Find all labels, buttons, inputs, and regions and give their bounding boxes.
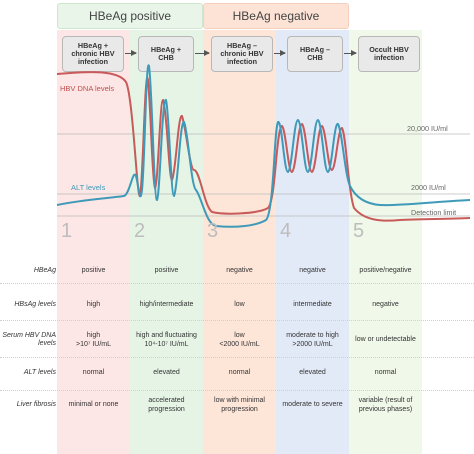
phase-number-3: 3 [207, 220, 219, 242]
phase-5-column [349, 30, 422, 454]
phase-number-4: 4 [280, 220, 292, 242]
row-label-hbeag: HBeAg [33, 267, 56, 274]
cell-dna-4: moderate to high >2000 IU/mL [286, 332, 339, 348]
phase-box-5: Occult HBV infection [358, 36, 420, 72]
phase-3-column [203, 30, 276, 454]
arrow-1-2 [125, 50, 137, 56]
cell-alt-2: elevated [153, 369, 180, 376]
row-separator [0, 390, 474, 391]
cell-alt-3: normal [228, 369, 251, 376]
phase-number-5: 5 [353, 220, 365, 242]
row-label-alt: ALT levels [23, 369, 56, 376]
cell-hbeag-2: positive [154, 267, 179, 274]
cell-hbeag-1: positive [81, 267, 106, 274]
row-label-fibrosis: Liver fibrosis [16, 401, 56, 408]
cell-dna-3: low <2000 IU/mL [219, 332, 260, 348]
cell-hbeag-4: negative [299, 267, 326, 274]
cell-fibrosis-5: variable (result of previous phases) [358, 397, 413, 413]
cell-fibrosis-2: accelerated progression [148, 397, 185, 413]
cell-hbsag-1: high [86, 301, 101, 308]
cell-alt-4: elevated [299, 369, 326, 376]
cell-alt-1: normal [82, 369, 105, 376]
cell-hbeag-5: positive/negative [359, 267, 412, 274]
alt-curve [56, 64, 471, 228]
cell-dna-2: high and fluctuating 10⁴-10⁷ IU/mL [136, 332, 197, 348]
cell-hbsag-5: negative [372, 301, 399, 308]
dna-curve [56, 71, 471, 222]
phase-4-column [276, 30, 349, 454]
cell-hbsag-4: intermediate [293, 301, 332, 308]
cell-hbeag-3: negative [226, 267, 253, 274]
cell-alt-5: normal [374, 369, 397, 376]
cell-dna-5: low or undetectable [355, 336, 416, 343]
cell-dna-1: high >10⁷ IU/mL [75, 332, 112, 348]
cell-hbsag-2: high/intermediate [139, 301, 194, 308]
phase-1-column [57, 30, 130, 454]
phase-box-1: HBeAg + chronic HBV infection [62, 36, 124, 72]
phase-box-4: HBeAg – CHB [287, 36, 343, 72]
ref-label-2000: 2000 IU/ml [411, 183, 446, 192]
alt-series-label: ALT levels [71, 183, 106, 192]
phase-number-2: 2 [134, 220, 146, 242]
row-separator [0, 320, 474, 321]
ref-label-20000: 20,000 IU/ml [407, 124, 448, 133]
row-label-serum-dna: Serum HBV DNA levels [2, 332, 56, 348]
row-separator [0, 283, 474, 284]
arrow-2-3 [195, 50, 210, 56]
cell-fibrosis-3: low with minimal progression [214, 397, 265, 413]
phase-number-1: 1 [61, 220, 73, 242]
dna-series-label: HBV DNA levels [60, 84, 115, 93]
phase-box-3: HBeAg – chronic HBV infection [211, 36, 273, 72]
row-label-hbsag: HBsAg levels [14, 301, 56, 308]
cell-fibrosis-4: moderate to severe [282, 401, 343, 408]
cell-hbsag-3: low [234, 301, 245, 308]
group-hbeag-negative: HBeAg negative [203, 3, 349, 29]
arrow-4-5 [344, 50, 357, 56]
cell-fibrosis-1: minimal or none [68, 401, 119, 408]
ref-label-detection: Detection limit [411, 208, 457, 217]
group-hbeag-positive: HBeAg positive [57, 3, 203, 29]
arrow-3-4 [274, 50, 286, 56]
row-separator [0, 357, 474, 358]
